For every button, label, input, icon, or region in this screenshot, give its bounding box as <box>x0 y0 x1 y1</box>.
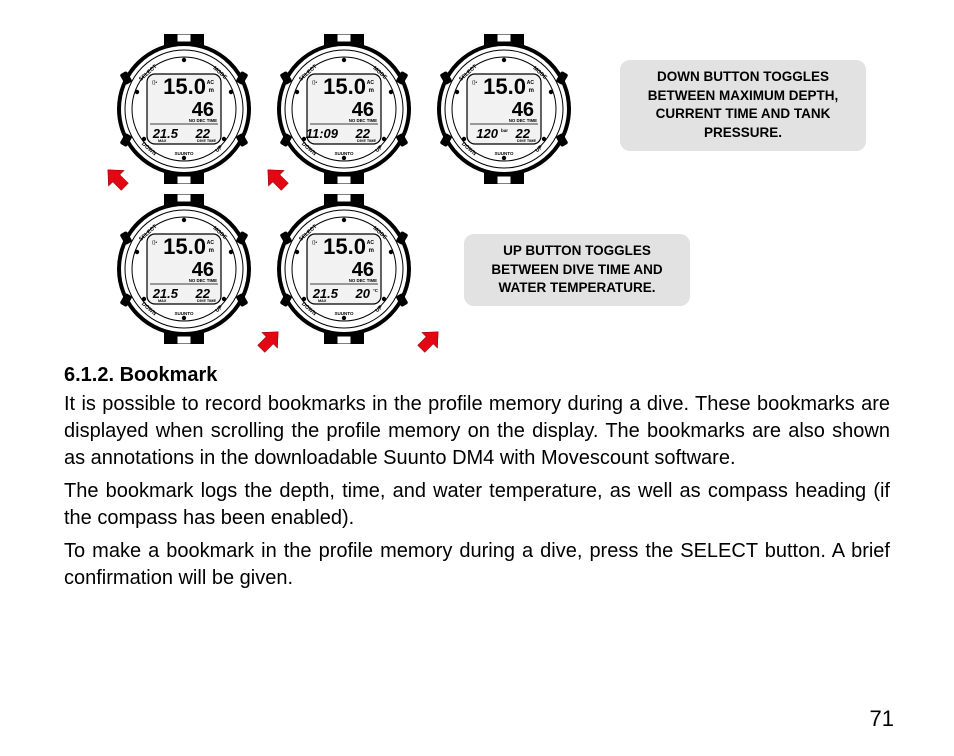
svg-text:m: m <box>209 88 214 94</box>
svg-text:AC: AC <box>527 80 535 86</box>
svg-text:NO DEC TIME: NO DEC TIME <box>509 118 537 123</box>
svg-text:AC: AC <box>207 240 215 246</box>
svg-text:AC: AC <box>367 80 375 86</box>
svg-text:15.0: 15.0 <box>163 234 206 259</box>
page-number: 71 <box>870 706 894 732</box>
svg-text:((•: ((• <box>312 240 317 246</box>
svg-text:m: m <box>209 248 214 254</box>
svg-text:m: m <box>369 248 374 254</box>
svg-text:DIVE TIME: DIVE TIME <box>357 139 376 143</box>
svg-text:NO DEC TIME: NO DEC TIME <box>189 278 217 283</box>
svg-text:((•: ((• <box>152 240 157 246</box>
svg-text:SUUNTO: SUUNTO <box>335 311 354 316</box>
svg-text:15.0: 15.0 <box>323 234 366 259</box>
watch-r2c2: SELECT MODE DOWN UP ((• 15.0 AC m 46 NO … <box>274 194 414 344</box>
svg-text:DIVE TIME: DIVE TIME <box>197 139 216 143</box>
arrow-down-1 <box>102 164 132 194</box>
svg-text:NO DEC TIME: NO DEC TIME <box>189 118 217 123</box>
svg-text:MAX: MAX <box>158 299 167 303</box>
svg-text:SUUNTO: SUUNTO <box>495 151 514 156</box>
svg-text:SUUNTO: SUUNTO <box>175 151 194 156</box>
section-heading: 6.1.2. Bookmark <box>64 362 890 389</box>
svg-text:((•: ((• <box>472 80 477 86</box>
svg-text:SUUNTO: SUUNTO <box>335 151 354 156</box>
arrow-up-2 <box>414 326 444 356</box>
svg-text:°C: °C <box>373 288 379 293</box>
svg-text:20: 20 <box>355 286 371 301</box>
svg-text:SUUNTO: SUUNTO <box>175 311 194 316</box>
manual-page: SELECT MODE DOWN UP ((• 15.0 AC m 46 NO … <box>0 0 954 756</box>
svg-text:m: m <box>529 88 534 94</box>
paragraph-2: The bookmark logs the depth, time, and w… <box>64 478 890 532</box>
paragraph-1: It is possible to record bookmarks in th… <box>64 391 890 472</box>
svg-text:11:09: 11:09 <box>306 126 339 141</box>
paragraph-3: To make a bookmark in the profile memory… <box>64 538 890 592</box>
svg-text:15.0: 15.0 <box>483 74 526 99</box>
svg-text:120: 120 <box>476 126 498 141</box>
watch-r1c1: SELECT MODE DOWN UP ((• 15.0 AC m 46 NO … <box>114 34 254 184</box>
watch-r2c1: SELECT MODE DOWN UP ((• 15.0 AC m 46 NO … <box>114 194 254 344</box>
watch-r1c3: SELECT MODE DOWN UP ((• 15.0 AC m 46 NO … <box>434 34 574 184</box>
watch-r1c2: SELECT MODE DOWN UP ((• 15.0 AC m 46 NO … <box>274 34 414 184</box>
callout-down-button: DOWN BUTTON TOGGLES BETWEEN MAXIMUM DEPT… <box>620 60 866 151</box>
arrow-down-2 <box>262 164 292 194</box>
svg-text:((•: ((• <box>312 80 317 86</box>
callout-up-button: UP BUTTON TOGGLES BETWEEN DIVE TIME AND … <box>464 234 690 306</box>
svg-text:NO DEC TIME: NO DEC TIME <box>349 118 377 123</box>
svg-text:AC: AC <box>207 80 215 86</box>
figure-watch-toggles: SELECT MODE DOWN UP ((• 15.0 AC m 46 NO … <box>64 24 890 354</box>
body-text: 6.1.2. Bookmark It is possible to record… <box>64 362 890 592</box>
svg-text:DIVE TIME: DIVE TIME <box>197 299 216 303</box>
arrow-up-1 <box>254 326 284 356</box>
svg-text:15.0: 15.0 <box>163 74 206 99</box>
svg-text:bar: bar <box>501 128 508 133</box>
svg-text:NO DEC TIME: NO DEC TIME <box>349 278 377 283</box>
svg-text:AC: AC <box>367 240 375 246</box>
svg-text:((•: ((• <box>152 80 157 86</box>
svg-text:MAX: MAX <box>158 139 167 143</box>
svg-text:15.0: 15.0 <box>323 74 366 99</box>
svg-text:DIVE TIME: DIVE TIME <box>517 139 536 143</box>
svg-text:m: m <box>369 88 374 94</box>
svg-text:MAX: MAX <box>318 299 327 303</box>
